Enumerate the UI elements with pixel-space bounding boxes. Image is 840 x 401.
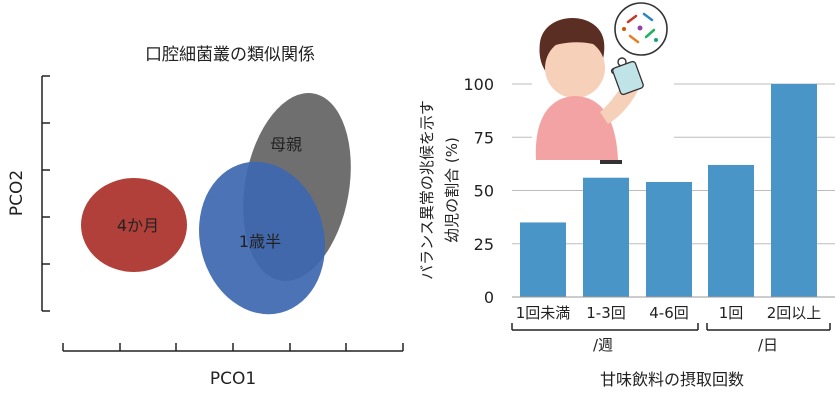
bar-category-label: 1回 <box>719 304 744 322</box>
bar-panel: バランス異常の兆候を示す 幼児の割合 (%) 0 25 50 75 100 <box>418 2 835 389</box>
group-label-day: /日 <box>758 336 778 354</box>
group-label-week: /週 <box>593 336 613 354</box>
child-drinking-illustration <box>532 2 674 172</box>
bar-2 <box>583 177 629 297</box>
group-bracket-day <box>706 323 831 331</box>
pco-x-label: PCO1 <box>210 369 256 389</box>
cluster-label-1-5-years: 1歳半 <box>239 232 281 251</box>
bar-category-label: 4-6回 <box>649 304 689 322</box>
bar-x-label: 甘味飲料の摂取回数 <box>600 370 744 389</box>
cluster-label-4-months: 4か月 <box>117 216 159 235</box>
pco-x-axis <box>62 343 404 352</box>
bar-category-labels: 1回未満 1-3回 4-6回 1回 2回以上 <box>516 304 822 322</box>
bar-series <box>520 84 817 297</box>
bar-3 <box>646 181 692 297</box>
bar-y-tick-label: 75 <box>474 128 494 147</box>
bar-1 <box>520 222 566 297</box>
bar-y-tick-label: 25 <box>474 235 494 254</box>
pco-y-label: PCO2 <box>7 170 27 216</box>
group-bracket-week <box>511 323 699 331</box>
bar-5 <box>771 84 817 297</box>
cluster-label-mother: 母親 <box>270 135 302 154</box>
bar-category-label: 1回未満 <box>516 304 571 322</box>
pco-title: 口腔細菌叢の類似関係 <box>145 45 315 65</box>
pco-y-axis <box>41 75 50 312</box>
cluster-4-months <box>81 178 187 272</box>
bar-y-label-line2: 幼児の割合 (%) <box>443 137 461 243</box>
bar-y-label-line1: バランス異常の兆候を示す <box>418 100 436 280</box>
bar-category-label: 2回以上 <box>767 304 822 322</box>
bar-y-tick-label: 50 <box>474 182 494 201</box>
bar-y-tick-labels: 0 25 50 75 100 <box>463 75 494 307</box>
bacteria-icon <box>622 12 658 44</box>
bar-y-tick-label: 0 <box>484 288 494 307</box>
bar-y-tick-label: 100 <box>463 75 494 94</box>
bar-4 <box>708 164 754 297</box>
bar-category-label: 1-3回 <box>586 304 626 322</box>
pco-panel: 口腔細菌叢の類似関係 PCO2 PCO1 4か月 <box>7 45 404 389</box>
cluster-1-5-years <box>199 161 325 315</box>
